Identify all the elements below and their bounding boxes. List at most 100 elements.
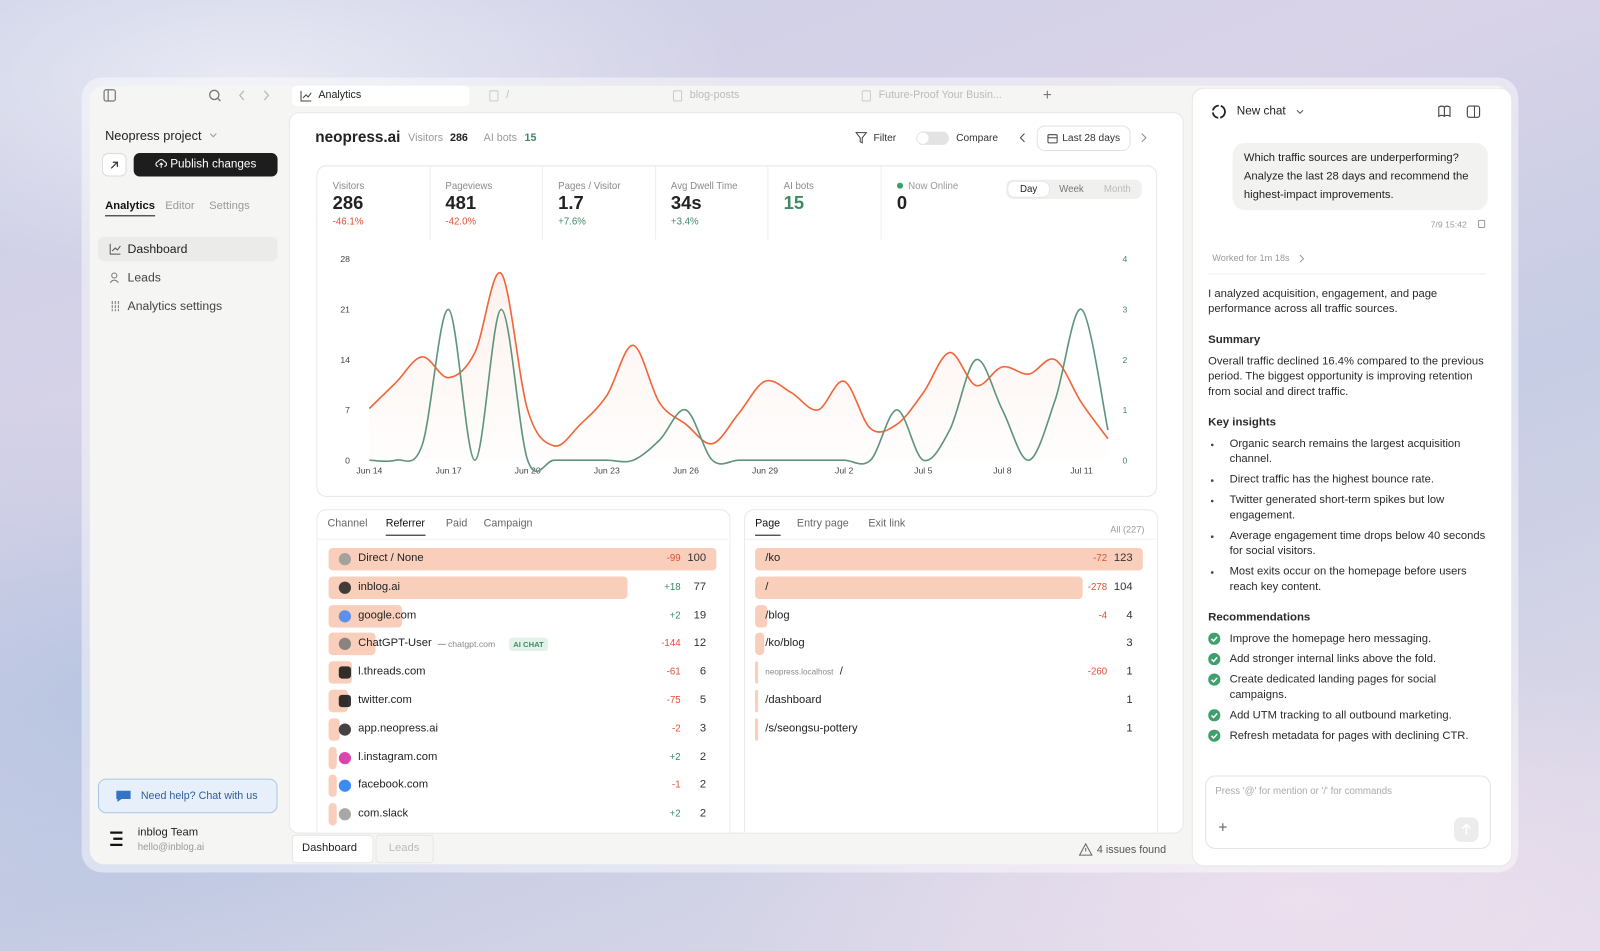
- range-picker[interactable]: Last 28 days: [1036, 125, 1131, 152]
- stat-change: -42.0%: [445, 216, 477, 228]
- bottom-tab-label: Dashboard: [302, 841, 357, 855]
- table-tab[interactable]: Paid: [445, 517, 468, 530]
- chat-panel: [1191, 87, 1513, 867]
- stat-value: 15: [783, 192, 805, 214]
- list-text: Add UTM tracking to all outbound marketi…: [1229, 708, 1452, 722]
- row-change: -144: [661, 638, 681, 650]
- check-icon: [1208, 673, 1221, 686]
- issues-count[interactable]: 4 issues found: [1096, 843, 1167, 857]
- filter-button[interactable]: Filter: [873, 132, 897, 144]
- stat-value: 286: [332, 192, 364, 214]
- list-text: Refresh metadata for pages with declinin…: [1229, 729, 1469, 742]
- open-site-button[interactable]: [102, 153, 127, 177]
- send-button[interactable]: [1454, 817, 1479, 842]
- row-name[interactable]: com.slack: [358, 807, 409, 820]
- stat-value: 481: [445, 192, 477, 214]
- row-name[interactable]: /dashboard: [765, 693, 822, 707]
- source-icon: [338, 779, 352, 793]
- period-option[interactable]: Month: [1103, 183, 1131, 195]
- row-name[interactable]: app.neopress.ai: [358, 722, 439, 735]
- visitors-count: 286: [449, 131, 468, 144]
- insights-title: Key insights: [1208, 416, 1277, 429]
- window-tab[interactable]: Analytics: [291, 85, 470, 107]
- user-email: hello@inblog.ai: [137, 841, 205, 854]
- summary-title: Summary: [1208, 333, 1261, 346]
- insight: Direct traffic has the highest bounce ra…: [1208, 473, 1486, 489]
- row-value: 6: [699, 665, 707, 678]
- worked-time[interactable]: Worked for 1m 18s: [1212, 253, 1290, 264]
- tab-label: /: [506, 88, 510, 102]
- project-name[interactable]: Neopress project: [105, 128, 202, 143]
- bottom-tab[interactable]: Leads: [375, 834, 434, 864]
- sidebar-tab[interactable]: Settings: [209, 199, 250, 213]
- next-range[interactable]: [1140, 133, 1148, 143]
- row-name[interactable]: /ko/blog: [765, 637, 805, 650]
- row-target: chatgpt.com: [447, 639, 496, 650]
- intro: I analyzed acquisition, engagement, and …: [1208, 287, 1438, 316]
- stat-label: Pageviews: [445, 180, 493, 192]
- chat-title[interactable]: New chat: [1236, 105, 1286, 118]
- sidebar-tab[interactable]: Editor: [165, 199, 195, 213]
- row-name[interactable]: l.instagram.com: [358, 750, 438, 763]
- row-change: -2: [671, 723, 681, 735]
- bar: [328, 576, 628, 599]
- bullet: [1210, 499, 1214, 503]
- copy-icon[interactable]: [1477, 219, 1487, 229]
- new-tab-button[interactable]: +: [1042, 86, 1052, 105]
- menu-item[interactable]: Dashboard: [97, 236, 278, 262]
- table-tab[interactable]: Channel: [327, 517, 368, 530]
- bar: [328, 774, 337, 798]
- menu-item[interactable]: Analytics settings: [98, 294, 278, 318]
- toolbar-icons[interactable]: [102, 88, 275, 104]
- source-icon: [338, 609, 352, 623]
- row-value: 100: [687, 552, 707, 565]
- row-name[interactable]: /blog: [765, 608, 790, 622]
- row-name[interactable]: inblog.ai: [358, 580, 400, 593]
- row-name[interactable]: facebook.com: [358, 778, 429, 792]
- online-dot: [896, 182, 904, 189]
- table-tab[interactable]: Campaign: [483, 517, 533, 530]
- chat-input[interactable]: Press '@' for mention or '/' for command…: [1205, 775, 1491, 849]
- source-icon: [338, 638, 352, 651]
- compare-toggle[interactable]: [916, 131, 949, 145]
- chat-tools[interactable]: [1437, 104, 1483, 119]
- row-name[interactable]: twitter.com: [358, 693, 412, 707]
- row-value: 2: [699, 750, 707, 763]
- row-name[interactable]: /: [765, 580, 769, 593]
- menu-icon: [111, 301, 119, 312]
- row-name[interactable]: Direct / None: [358, 552, 424, 565]
- row-name[interactable]: /ko: [765, 552, 781, 565]
- row-name[interactable]: l.threads.com: [358, 665, 426, 678]
- online-label: Now Online: [908, 180, 959, 192]
- row-host: neopress.localhost: [765, 667, 834, 677]
- recs-title: Recommendations: [1208, 610, 1311, 624]
- period-option[interactable]: Day: [1008, 181, 1049, 197]
- publish-button[interactable]: Publish changes: [133, 153, 278, 177]
- attach-button[interactable]: +: [1218, 819, 1228, 837]
- window-tab[interactable]: blog-posts: [663, 86, 841, 106]
- table-tab[interactable]: Entry page: [796, 517, 849, 530]
- row-name[interactable]: ChatGPT-User: [358, 637, 432, 650]
- table-tab[interactable]: Page: [755, 517, 781, 536]
- row-value: 19: [693, 608, 707, 622]
- table-tab[interactable]: Referrer: [385, 517, 426, 536]
- stat-change: -46.1%: [332, 216, 364, 228]
- prev-range[interactable]: [1018, 133, 1026, 143]
- list-text: Create dedicated landing pages for socia…: [1229, 673, 1437, 701]
- window-tab[interactable]: /: [480, 86, 658, 106]
- table-tab[interactable]: Exit link: [868, 517, 906, 530]
- menu-item[interactable]: Leads: [98, 265, 278, 289]
- bottom-tab-active[interactable]: Dashboard: [291, 834, 374, 864]
- row-name[interactable]: /s/seongsu-pottery: [765, 722, 858, 735]
- help-box[interactable]: Need help? Chat with us: [97, 778, 278, 814]
- stat-change: +7.6%: [558, 216, 586, 228]
- sidebar-tab[interactable]: Analytics: [105, 200, 156, 217]
- row-change: -278: [1087, 581, 1108, 593]
- source-icon: [338, 553, 352, 566]
- row-name[interactable]: google.com: [358, 608, 417, 622]
- recommendation: Refresh metadata for pages with declinin…: [1208, 728, 1486, 744]
- window-tab[interactable]: Future-Proof Your Busin...: [852, 86, 1030, 106]
- period-option[interactable]: Week: [1059, 183, 1084, 195]
- row-name[interactable]: /: [839, 665, 843, 678]
- row-value: 3: [699, 722, 707, 735]
